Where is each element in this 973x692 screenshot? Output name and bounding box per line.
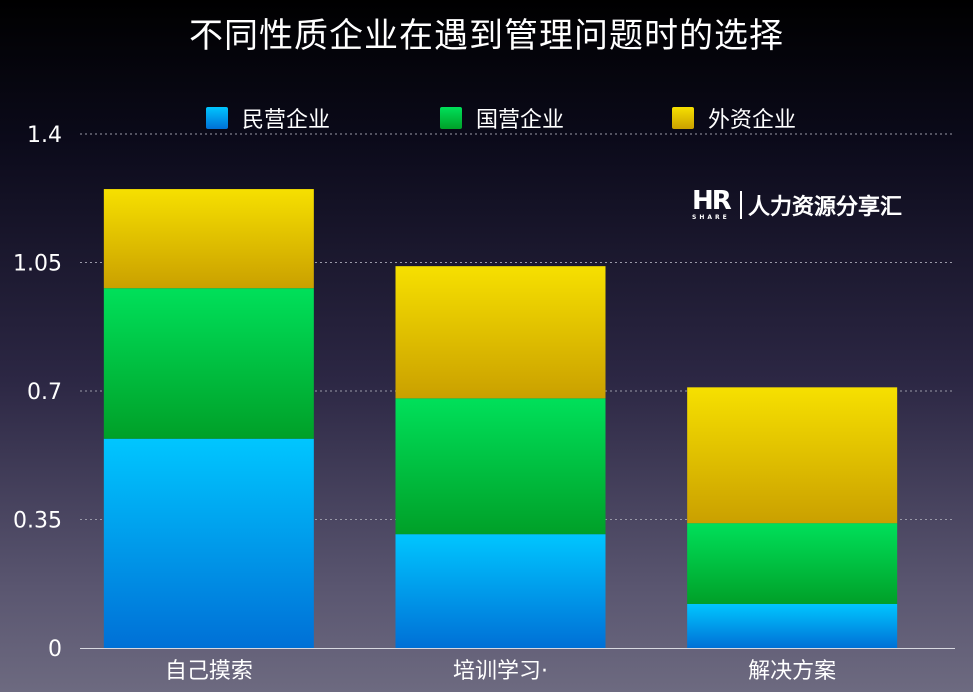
legend-label: 外资企业 <box>708 108 797 133</box>
bar-segment <box>395 534 606 648</box>
x-tick-label: 培训学习· <box>453 659 548 684</box>
bar-segment <box>395 398 606 535</box>
logo-text: HR <box>692 186 732 216</box>
y-tick-label: 0.35 <box>13 509 62 534</box>
bar-segment <box>103 288 314 439</box>
legend-item: 外资企业 <box>672 102 796 134</box>
bar-segment <box>687 523 898 604</box>
bar-segment <box>687 387 898 524</box>
bar-segment <box>103 438 314 648</box>
y-tick-label: 1.05 <box>13 252 62 277</box>
bar-segment <box>103 189 314 289</box>
bar-segment <box>395 266 606 399</box>
chart-title: 不同性质企业在遇到管理问题时的选择 <box>189 16 784 56</box>
y-tick-label: 0.7 <box>27 380 62 405</box>
y-tick-label: 1.4 <box>27 123 62 148</box>
chart-legend: 民营企业 国营企业 外资企业 <box>0 102 973 134</box>
x-tick-label: 解决方案 <box>748 659 836 684</box>
logo-subtext: SHARE <box>692 214 730 221</box>
watermark-separator <box>740 191 742 219</box>
watermark: HR SHARE 人力资源分享汇 <box>692 188 902 222</box>
legend-item: 国营企业 <box>440 102 564 134</box>
legend-swatch <box>440 107 462 129</box>
x-tick-label: 自己摸索 <box>165 659 253 684</box>
hr-share-logo: HR SHARE <box>692 188 736 222</box>
legend-swatch <box>672 107 694 129</box>
legend-label: 民营企业 <box>242 108 331 133</box>
legend-label: 国营企业 <box>476 108 565 133</box>
legend-swatch <box>206 107 228 129</box>
y-tick-label: 0 <box>48 637 62 662</box>
legend-item: 民营企业 <box>206 102 330 134</box>
bar-segment <box>687 603 898 648</box>
watermark-text: 人力资源分享汇 <box>748 195 903 220</box>
